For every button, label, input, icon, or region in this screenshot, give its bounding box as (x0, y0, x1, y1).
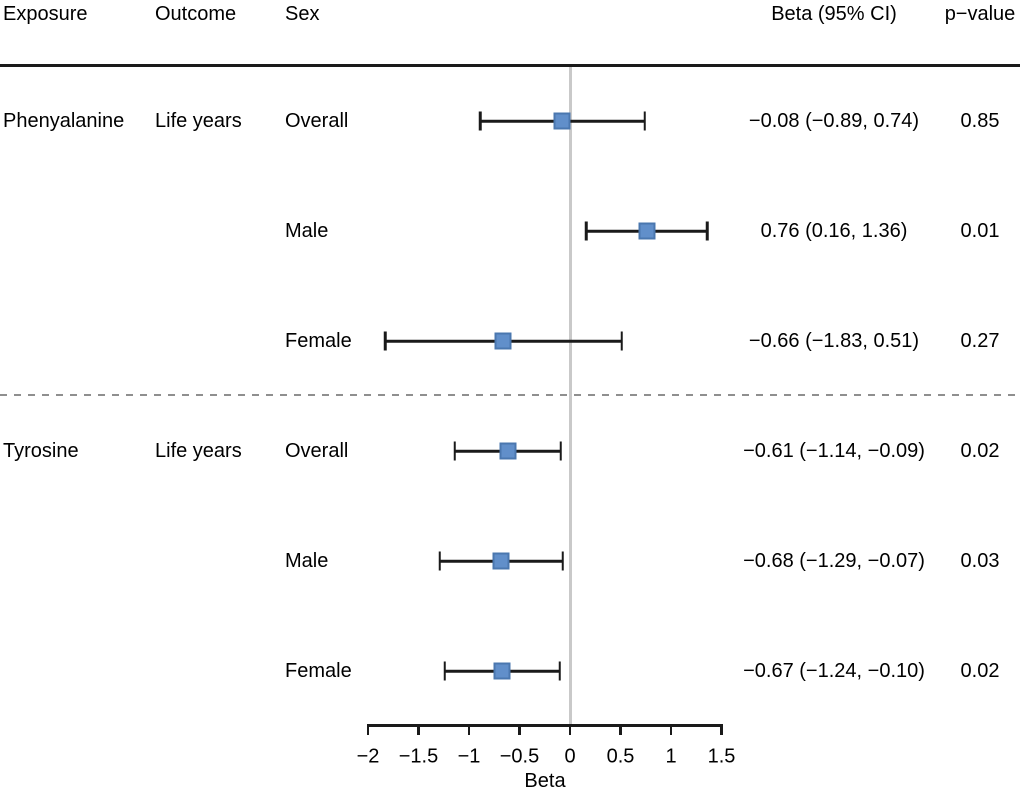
row-beta-ci-value: −0.08 (−0.89, 0.74) (748, 110, 920, 132)
x-axis-tick-label: −2 (356, 745, 380, 768)
row-outcome-label: Life years (155, 440, 242, 462)
ci-cap-right (558, 661, 562, 681)
group-divider-dashed-line (0, 394, 1020, 396)
ci-cap-right (559, 441, 563, 461)
column-header-beta-ci: Beta (95% CI) (771, 3, 897, 25)
row-p-value: 0.01 (960, 220, 1000, 242)
beta-point-marker (494, 332, 512, 350)
row-p-value: 0.85 (960, 110, 1000, 132)
row-beta-ci-value: −0.67 (−1.24, −0.10) (743, 660, 925, 682)
row-p-value: 0.03 (960, 550, 1000, 572)
row-p-value: 0.27 (960, 330, 1000, 352)
row-p-value: 0.02 (960, 660, 1000, 682)
ci-cap-left (438, 551, 441, 571)
row-sex-label: Overall (285, 110, 349, 132)
row-beta-ci-value: −0.61 (−1.14, −0.09) (743, 440, 925, 462)
ci-cap-right (620, 331, 623, 351)
row-exposure-label: Phenyalanine (3, 110, 125, 132)
ci-cap-left (383, 331, 387, 351)
beta-point-marker (499, 442, 517, 460)
row-outcome-label: Life years (155, 110, 242, 132)
beta-point-marker (553, 112, 571, 130)
x-axis-tick-label: −1 (457, 745, 481, 768)
row-beta-ci-value: 0.76 (0.16, 1.36) (760, 220, 908, 242)
ci-cap-right (643, 111, 646, 131)
x-axis-tick-mark (669, 724, 673, 735)
header-rule-line (0, 64, 1020, 67)
x-axis-tick-label: −1.5 (398, 745, 439, 768)
column-header-outcome: Outcome (155, 3, 237, 25)
x-axis-tick-mark (467, 724, 471, 735)
column-header-sex: Sex (285, 3, 320, 25)
beta-point-marker (638, 222, 656, 240)
ci-cap-left (478, 111, 482, 131)
x-axis-tick-mark (518, 724, 521, 735)
ci-cap-left (584, 221, 588, 241)
column-header-exposure: Exposure (3, 3, 88, 25)
row-sex-label: Female (285, 660, 352, 682)
column-header-p-value: p−value (944, 3, 1016, 25)
ci-cap-left (443, 661, 446, 681)
row-sex-label: Overall (285, 440, 349, 462)
row-p-value: 0.02 (960, 440, 1000, 462)
beta-point-marker (493, 662, 511, 680)
row-sex-label: Male (285, 220, 329, 242)
row-beta-ci-value: −0.66 (−1.83, 0.51) (748, 330, 920, 352)
x-axis-tick-label: 0 (564, 745, 576, 768)
beta-point-marker (492, 552, 510, 570)
row-sex-label: Male (285, 550, 329, 572)
row-beta-ci-value: −0.68 (−1.29, −0.07) (743, 550, 925, 572)
x-axis-tick-label: 1 (665, 745, 677, 768)
ci-cap-right (706, 221, 709, 241)
x-axis-tick-label: −0.5 (499, 745, 540, 768)
x-axis-title: Beta (524, 770, 566, 792)
x-axis-tick-mark (366, 724, 370, 735)
x-axis-tick-mark (619, 724, 622, 735)
ci-cap-left (453, 441, 457, 461)
x-axis-tick-mark (417, 724, 420, 735)
ci-cap-right (561, 551, 565, 571)
row-sex-label: Female (285, 330, 352, 352)
row-exposure-label: Tyrosine (3, 440, 79, 462)
x-axis-line (367, 724, 723, 727)
x-axis-tick-mark (720, 724, 723, 735)
x-axis-tick-label: 1.5 (707, 745, 736, 768)
x-axis-tick-label: 0.5 (606, 745, 635, 768)
x-axis-tick-mark (568, 724, 572, 735)
